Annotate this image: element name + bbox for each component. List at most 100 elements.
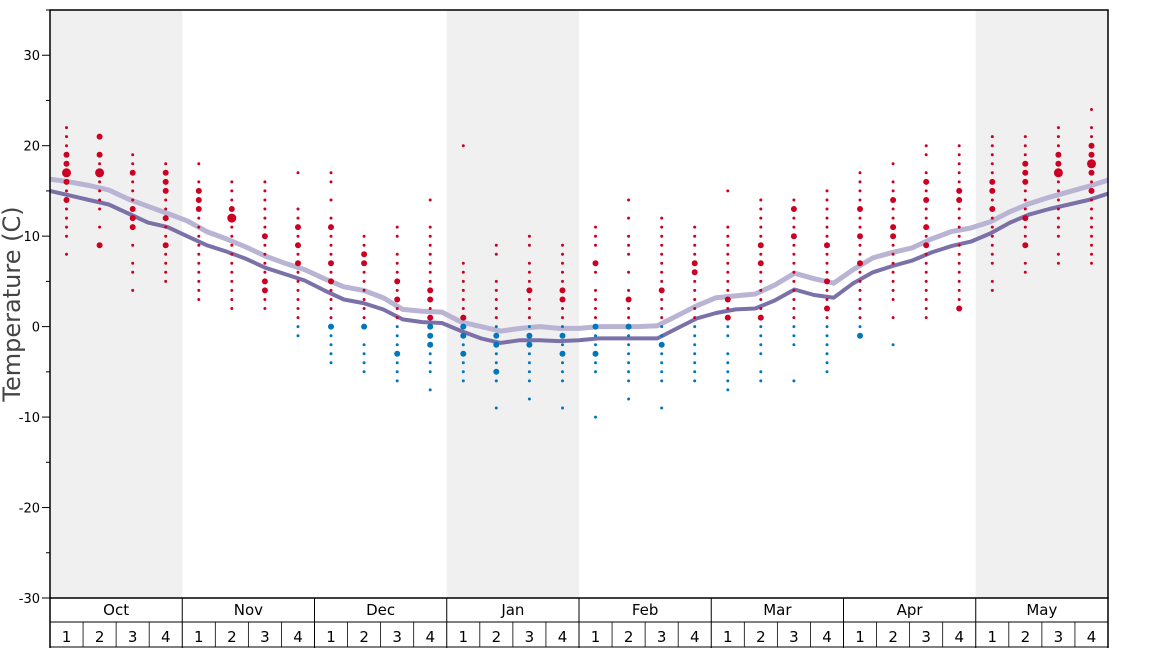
temperature-dot [361, 251, 368, 258]
temperature-dot [759, 270, 763, 274]
temperature-dot [197, 252, 201, 256]
temperature-dot [263, 207, 267, 211]
temperature-dot [197, 270, 201, 274]
temperature-dot [825, 225, 829, 229]
week-label: 3 [921, 628, 931, 646]
temperature-dot [395, 361, 399, 365]
temperature-dot [693, 379, 697, 383]
temperature-dot [891, 243, 895, 247]
temperature-dot [627, 216, 631, 220]
temperature-dot [990, 288, 994, 292]
temperature-dot [891, 252, 895, 256]
temperature-dot [527, 243, 531, 247]
temperature-dot [493, 341, 500, 348]
temperature-dot [1087, 159, 1096, 169]
temperature-dot [263, 252, 267, 256]
month-label-oct: Oct [103, 601, 129, 619]
temperature-dot [858, 180, 862, 184]
temperature-dot [296, 171, 300, 175]
temperature-dot [792, 298, 796, 301]
temperature-dot [627, 352, 631, 356]
temperature-dot [1023, 144, 1027, 148]
temperature-dot [825, 261, 829, 265]
temperature-dot [527, 298, 531, 301]
temperature-dot [592, 260, 599, 267]
temperature-dot [923, 197, 930, 203]
temperature-dot [957, 261, 961, 265]
temperature-dot [428, 270, 432, 274]
temperature-dot [195, 197, 202, 203]
temperature-dot [129, 224, 136, 231]
temperature-dot [759, 279, 763, 283]
temperature-dot [691, 260, 698, 267]
temperature-dot [296, 316, 300, 320]
temperature-dot [65, 126, 68, 130]
temperature-dot [65, 189, 68, 193]
temperature-dot [594, 343, 597, 347]
temperature-dot [561, 379, 564, 383]
temperature-dot [263, 298, 267, 301]
temperature-dot [990, 171, 994, 175]
temperature-dot [1056, 207, 1060, 211]
temperature-dot [329, 288, 333, 292]
temperature-dot [1090, 108, 1093, 111]
temperature-dot [923, 242, 930, 249]
week-label: 4 [161, 628, 171, 646]
temperature-dot [428, 252, 432, 256]
temperature-dot [693, 307, 697, 310]
week-label: 3 [128, 628, 138, 646]
temperature-dot [792, 325, 796, 329]
temperature-dot [891, 180, 895, 184]
temperature-dot [162, 178, 169, 185]
temperature-dot [461, 370, 465, 374]
temperature-dot [858, 288, 862, 292]
x-axis: Oct 1 2 3 4 Nov 1 2 3 4 Dec 1 2 3 4 Jan 1 2 3 4 Feb 1 2 3 4 Mar 1 2… [49, 598, 1109, 648]
temperature-dot [891, 216, 895, 220]
temperature-dot [1055, 151, 1062, 158]
temperature-dot [924, 234, 928, 238]
temperature-dot [1023, 153, 1027, 157]
y-axis-label: Temperature (C) [0, 206, 26, 402]
temperature-dot [329, 334, 333, 338]
temperature-dot [757, 314, 764, 321]
month-label-jan: Jan [500, 601, 524, 619]
temperature-dot [594, 270, 597, 274]
week-label: 1 [194, 628, 204, 646]
temperature-dot [792, 316, 796, 320]
month-label-feb: Feb [632, 601, 659, 619]
temperature-dot [195, 187, 202, 194]
temperature-dot [561, 307, 564, 310]
temperature-dot [857, 260, 863, 267]
temperature-dot [660, 406, 664, 410]
temperature-dot [1023, 135, 1027, 139]
temperature-dot [693, 343, 697, 347]
temperature-dot [957, 288, 961, 292]
month-shade-jan [446, 10, 579, 598]
temperature-dot [890, 197, 897, 203]
week-label: 1 [855, 628, 865, 646]
temperature-dot [164, 207, 168, 211]
temperature-dot [561, 406, 564, 410]
temperature-dot [131, 270, 135, 274]
temperature-dot [891, 298, 895, 301]
temperature-dot [792, 270, 796, 274]
temperature-dot [890, 224, 897, 231]
dark-trend-line [49, 188, 1109, 345]
temperature-dot [627, 397, 631, 401]
temperature-dot [296, 298, 300, 301]
temperature-dot [660, 334, 664, 338]
temperature-dot [759, 343, 763, 347]
temperature-dot [1023, 189, 1027, 193]
temperature-dot [858, 198, 862, 202]
temperature-dot [164, 270, 168, 274]
week-label: 2 [492, 628, 502, 646]
temperature-dot [494, 298, 498, 301]
temperature-dot [98, 198, 102, 202]
month-label-nov: Nov [234, 601, 263, 619]
temperature-dot [261, 233, 268, 240]
temperature-dot [924, 216, 928, 220]
temperature-dot [494, 379, 498, 383]
week-label: 2 [624, 628, 634, 646]
temperature-dot [759, 325, 763, 329]
